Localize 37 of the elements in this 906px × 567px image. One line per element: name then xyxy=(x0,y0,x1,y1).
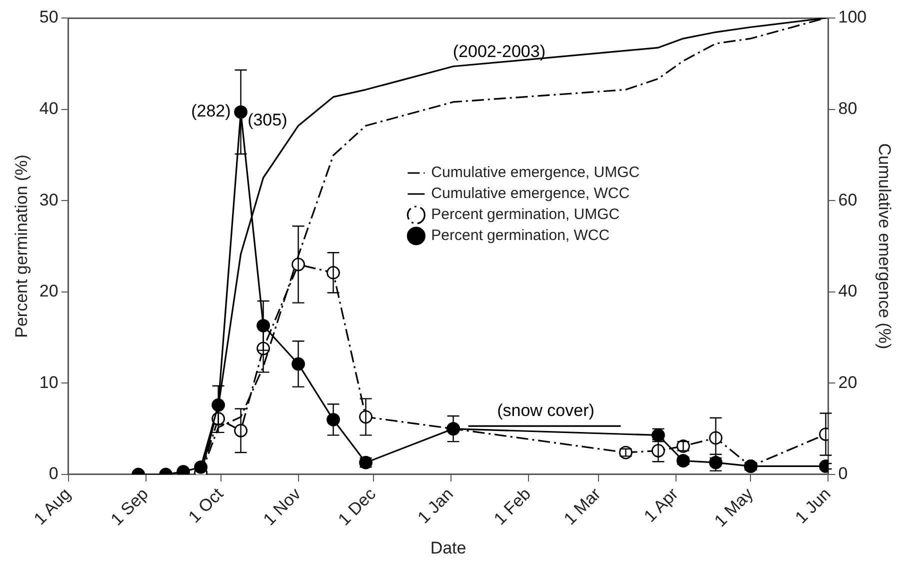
x-tick-label: 1 Jan xyxy=(414,484,457,528)
legend-label: Percent germination, UMGC xyxy=(431,206,620,224)
point xyxy=(619,446,632,460)
y-tick-label: 30 xyxy=(39,190,58,210)
x-tick-label: 1 Mar xyxy=(560,484,605,529)
x-tick-label: 1 Apr xyxy=(640,484,682,526)
y2-tick-label: 60 xyxy=(838,190,858,210)
annotation: (282) xyxy=(191,102,231,121)
annotation: (snow cover) xyxy=(497,401,594,420)
y2-axis-title: Cumulative emergence (%) xyxy=(875,143,894,350)
x-tick-label: 1 May xyxy=(710,484,758,531)
legend-label: Percent germination, WCC xyxy=(431,227,610,244)
x-tick-label: 1 Oct xyxy=(184,484,228,527)
annotation: (2002-2003) xyxy=(452,42,546,61)
legend-label: Cumulative emergence, UMGC xyxy=(431,164,640,182)
y-axis-title: Percent germination (%) xyxy=(12,154,31,338)
y2-tick-label: 0 xyxy=(838,464,848,484)
annotation: (305) xyxy=(248,110,288,130)
x-tick-label: 1 Feb xyxy=(490,484,534,529)
legend-label: Cumulative emergence, WCC xyxy=(431,185,630,202)
y2-tick-label: 80 xyxy=(838,98,858,118)
point xyxy=(676,454,690,468)
x-tick-label: 1 Aug xyxy=(30,484,74,529)
y-tick-label: 10 xyxy=(39,372,58,392)
y-tick-label: 50 xyxy=(39,8,58,27)
x-tick-label: 1 Nov xyxy=(260,484,305,530)
x-tick-label: 1 Dec xyxy=(334,484,380,530)
y2-tick-label: 100 xyxy=(838,8,867,27)
y-tick-label: 40 xyxy=(39,98,58,118)
y2-tick-label: 40 xyxy=(838,282,858,301)
y2-tick-label: 20 xyxy=(838,372,858,392)
point xyxy=(194,460,208,474)
y-tick-label: 20 xyxy=(39,282,58,301)
y-tick-label: 0 xyxy=(48,464,58,484)
x-tick-label: 1 Sep xyxy=(107,484,152,530)
x-axis-title: Date xyxy=(430,538,466,558)
x-tick-label: 1 Jun xyxy=(792,484,834,528)
